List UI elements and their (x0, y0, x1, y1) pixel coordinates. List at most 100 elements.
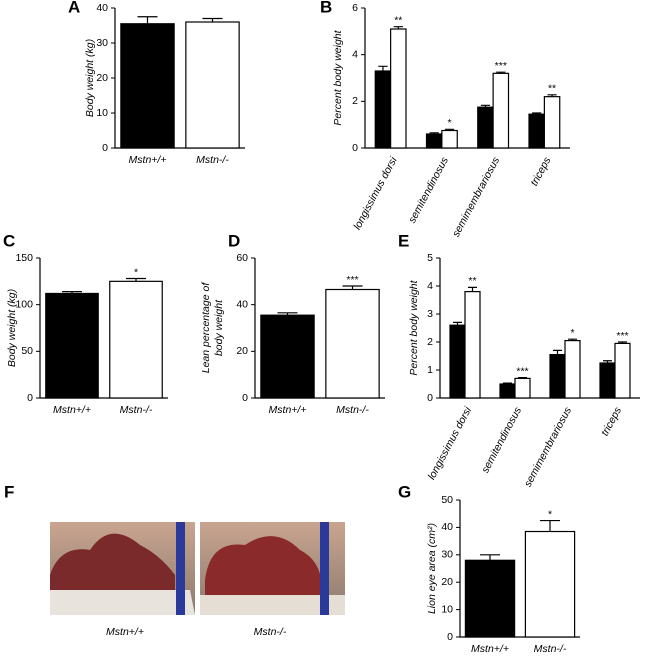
error-bar (453, 321, 462, 326)
bar (425, 133, 443, 149)
y-tick-label: 0 (242, 392, 248, 404)
y-tick-label: 0 (427, 392, 433, 404)
meat (50, 533, 175, 595)
panel-letter: G (398, 482, 411, 501)
error-bar (480, 554, 500, 561)
meat (205, 536, 322, 600)
significance: *** (616, 330, 628, 342)
x-tick-label: Mstn+/+ (269, 404, 307, 416)
bar (464, 291, 481, 399)
bar (390, 28, 407, 149)
significance: *** (516, 365, 528, 377)
y-tick-label: 10 (441, 603, 453, 615)
error-bar (468, 286, 477, 292)
significance: *** (346, 274, 358, 286)
bar (325, 288, 380, 399)
panel-letter: B (320, 0, 332, 16)
error-bar (547, 94, 557, 97)
significance: * (448, 117, 452, 129)
x-tick-label: semitendinosus (479, 404, 524, 475)
error-bar (503, 382, 512, 384)
bar (374, 70, 392, 149)
error-bar (393, 26, 403, 29)
y-tick-label: 20 (96, 72, 108, 84)
x-tick-label: Mstn+/+ (471, 643, 509, 655)
y-axis-label: Body weight (kg) (84, 39, 96, 117)
fat (200, 595, 345, 615)
bar (441, 129, 458, 149)
error-bar (540, 519, 560, 532)
y-tick-label: 50 (441, 494, 453, 506)
y-tick-label: 40 (236, 298, 248, 310)
bar (185, 21, 240, 149)
x-tick-label: longissimus dorsi (426, 404, 475, 481)
error-bar (480, 104, 491, 108)
error-bar (518, 376, 527, 379)
y-tick-label: 50 (21, 345, 33, 357)
x-tick-label: Mstn-/- (336, 404, 369, 416)
error-bar (62, 291, 82, 294)
x-tick-label: semimembrariosus (450, 154, 503, 239)
bar (564, 340, 581, 399)
bar (464, 559, 516, 638)
error-bar (277, 312, 298, 316)
y-axis-label: Lion eye area (cm²) (426, 523, 438, 614)
x-tick-label: longissimus dorsi (351, 154, 400, 231)
bar (499, 383, 516, 399)
chart-panel: C 0 50 100 150 Body weight (kg) Mstn+/+ Mstn-/-… (3, 231, 168, 416)
bar (543, 96, 561, 149)
significance: * (570, 327, 574, 339)
x-tick-label: Mstn-/- (534, 643, 567, 655)
chart-panel: G 0 10 20 30 40 50 Lion eye area (cm²) Mstn+/+ Ms… (398, 482, 580, 655)
bar (109, 280, 163, 399)
photo-panel: F Mstn+/+ Mstn-/- (4, 482, 345, 638)
ruler (176, 522, 185, 615)
photo-label: Mstn+/+ (106, 626, 144, 638)
error-bar (342, 285, 363, 290)
bar (614, 342, 631, 399)
y-tick-label: 40 (441, 521, 453, 533)
y-axis-label: Lean percentage of (200, 282, 212, 374)
chart-panel: A 0 10 20 30 40 Body weight (kg) Mstn+/+ Mstn-/- (68, 0, 245, 166)
bar (260, 314, 315, 399)
y-tick-label: 0 (102, 142, 108, 154)
bar (492, 72, 510, 149)
bar (477, 106, 494, 149)
bar (120, 23, 175, 149)
y-tick-label: 1 (427, 364, 433, 376)
y-tick-label: 60 (236, 252, 248, 264)
y-tick-label: 4 (427, 280, 433, 292)
fat (50, 590, 195, 615)
chart-panel: B 0 2 4 6 Percent body weight longissimus dors… (320, 0, 570, 239)
x-tick-label: Mstn-/- (196, 154, 229, 166)
y-tick-label: 2 (427, 336, 433, 348)
bar (524, 530, 576, 638)
bar (449, 324, 466, 399)
x-tick-label: semitendinosus (406, 154, 451, 225)
y-tick-label: 0 (447, 631, 453, 643)
y-tick-label: 4 (352, 48, 358, 60)
photo-label: Mstn-/- (254, 626, 287, 638)
error-bar (378, 65, 388, 71)
y-tick-label: 100 (15, 298, 33, 310)
significance: *** (495, 60, 507, 72)
panel-letter: A (68, 0, 80, 16)
error-bar (429, 132, 439, 134)
ruler (320, 522, 329, 615)
y-tick-label: 20 (441, 576, 453, 588)
y-tick-label: 3 (427, 308, 433, 320)
error-bar (202, 17, 223, 22)
y-axis-label: body weight (213, 299, 225, 356)
y-tick-label: 30 (441, 549, 453, 561)
x-tick-label: Mstn+/+ (129, 154, 167, 166)
panel-letter: F (4, 482, 14, 501)
significance: * (548, 508, 552, 520)
error-bar (532, 112, 542, 115)
x-tick-label: Mstn-/- (120, 404, 153, 416)
y-tick-label: 10 (96, 107, 108, 119)
bar (528, 113, 545, 149)
y-tick-label: 0 (352, 142, 358, 154)
y-tick-label: 30 (96, 37, 108, 49)
y-axis-label: Body weight (kg) (6, 289, 18, 367)
